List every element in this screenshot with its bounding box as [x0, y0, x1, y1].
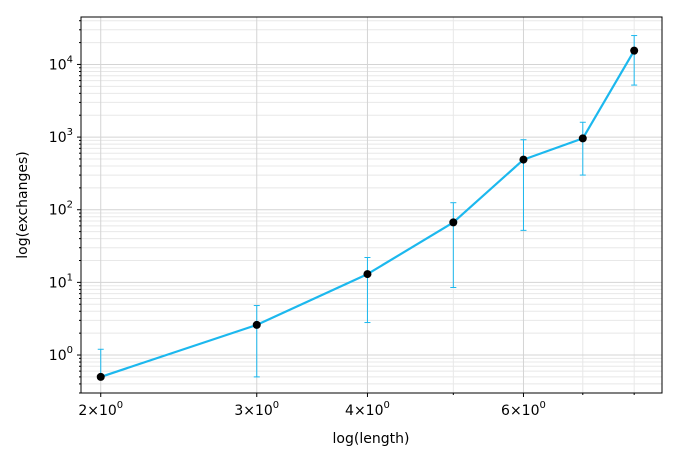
- data-markers: [96, 46, 639, 381]
- y-axis-label: log(exchanges): [15, 151, 31, 259]
- data-point: [630, 46, 639, 55]
- x-tick-label: 4×100: [345, 400, 390, 419]
- tick-marks: [77, 20, 635, 397]
- y-tick-label: 101: [49, 272, 73, 291]
- data-point: [578, 134, 587, 143]
- tick-labels: 100 101 102 103 104 2×100 3×100 4×100 6×100: [49, 54, 546, 419]
- y-tick-label: 100: [49, 345, 73, 364]
- y-tick-label: 103: [49, 127, 73, 146]
- data-point: [252, 320, 261, 329]
- data-point: [96, 372, 105, 381]
- data-point: [363, 270, 372, 279]
- data-point: [519, 155, 528, 164]
- major-grid: [81, 17, 662, 393]
- x-axis-label: log(length): [333, 431, 410, 447]
- y-tick-label: 104: [49, 54, 73, 73]
- data-point: [449, 218, 458, 227]
- minor-grid: [81, 17, 662, 394]
- y-tick-label: 102: [49, 200, 73, 219]
- error-bars: [97, 35, 638, 378]
- plot-frame: [80, 16, 663, 394]
- x-tick-label: 6×100: [501, 400, 546, 419]
- x-tick-label: 3×100: [234, 400, 279, 419]
- x-tick-label: 2×100: [78, 400, 123, 419]
